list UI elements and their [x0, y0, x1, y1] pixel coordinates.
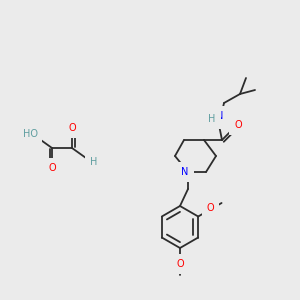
Text: H: H [208, 114, 216, 124]
Text: N: N [181, 167, 189, 177]
Text: O: O [48, 163, 56, 173]
Text: H: H [90, 157, 98, 167]
Text: O: O [206, 203, 214, 213]
Text: O: O [176, 259, 184, 269]
Text: N: N [216, 111, 224, 121]
Text: O: O [68, 123, 76, 133]
Text: O: O [234, 120, 242, 130]
Text: HO: HO [22, 129, 38, 139]
